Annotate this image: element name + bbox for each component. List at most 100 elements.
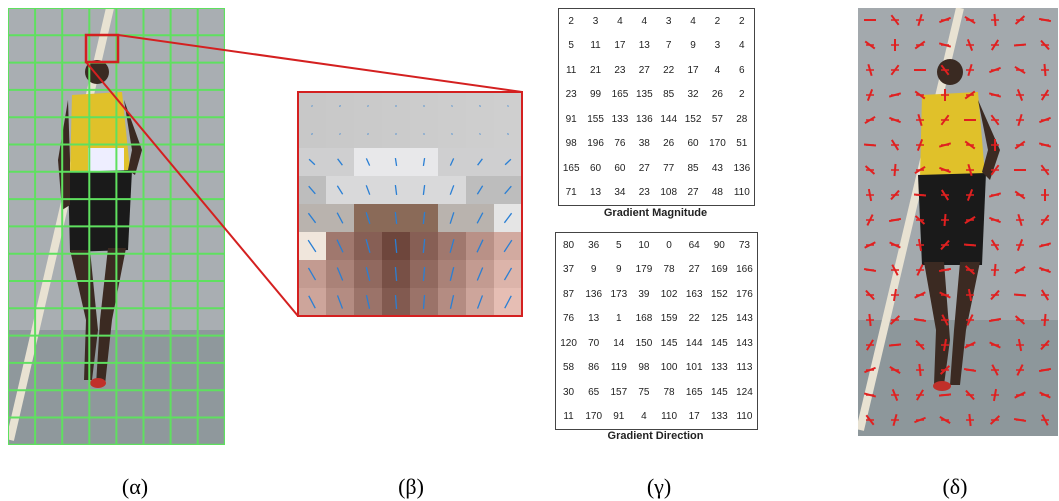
table-cell: 102 bbox=[657, 282, 682, 307]
table-cell: 3 bbox=[657, 9, 681, 34]
table-cell: 27 bbox=[681, 181, 705, 206]
table-cell: 27 bbox=[682, 258, 707, 283]
table-cell: 2 bbox=[705, 9, 729, 34]
table-cell: 145 bbox=[707, 331, 732, 356]
table-cell: 4 bbox=[631, 405, 656, 430]
table-cell: 152 bbox=[681, 107, 705, 132]
table-cell: 170 bbox=[581, 405, 606, 430]
table-cell: 58 bbox=[556, 356, 581, 381]
table-cell: 4 bbox=[632, 9, 656, 34]
table-cell: 120 bbox=[556, 331, 581, 356]
table-cell: 98 bbox=[631, 356, 656, 381]
table-cell: 17 bbox=[682, 405, 707, 430]
gradient-arrow bbox=[508, 134, 509, 135]
magnitude-caption: Gradient Magnitude bbox=[558, 207, 753, 219]
table-cell: 136 bbox=[730, 156, 754, 181]
table-cell: 133 bbox=[608, 107, 632, 132]
table-cell: 43 bbox=[705, 156, 729, 181]
table-cell: 157 bbox=[606, 380, 631, 405]
table-cell: 22 bbox=[657, 58, 681, 83]
table-row: 23443422 bbox=[559, 9, 754, 34]
table-cell: 113 bbox=[732, 356, 757, 381]
table-cell: 98 bbox=[559, 132, 583, 157]
table-cell: 125 bbox=[707, 307, 732, 332]
table-cell: 152 bbox=[707, 282, 732, 307]
table-cell: 143 bbox=[732, 307, 757, 332]
table-cell: 3 bbox=[583, 9, 607, 34]
table-cell: 22 bbox=[682, 307, 707, 332]
magnitude-table: 2344342251117137934112123272217462399165… bbox=[558, 8, 755, 206]
table-row: 1207014150145144145143 bbox=[556, 331, 757, 356]
gradient-arrow bbox=[480, 134, 481, 135]
table-cell: 1 bbox=[606, 307, 631, 332]
table-cell: 110 bbox=[732, 405, 757, 430]
figure-graphics bbox=[0, 0, 1059, 501]
table-row: 51117137934 bbox=[559, 34, 754, 59]
table-cell: 9 bbox=[581, 258, 606, 283]
table-cell: 3 bbox=[705, 34, 729, 59]
table-cell: 76 bbox=[608, 132, 632, 157]
table-cell: 11 bbox=[583, 34, 607, 59]
table-cell: 124 bbox=[732, 380, 757, 405]
table-cell: 7 bbox=[657, 34, 681, 59]
table-cell: 71 bbox=[559, 181, 583, 206]
table-cell: 23 bbox=[632, 181, 656, 206]
gradient-arrow bbox=[480, 106, 481, 107]
table-cell: 10 bbox=[631, 233, 656, 258]
table-cell: 21 bbox=[583, 58, 607, 83]
table-cell: 168 bbox=[631, 307, 656, 332]
table-cell: 9 bbox=[681, 34, 705, 59]
table-row: 11212327221746 bbox=[559, 58, 754, 83]
table-cell: 159 bbox=[657, 307, 682, 332]
table-cell: 78 bbox=[657, 258, 682, 283]
table-cell: 28 bbox=[730, 107, 754, 132]
table-cell: 165 bbox=[559, 156, 583, 181]
panel-label: (δ) bbox=[942, 474, 967, 500]
table-cell: 144 bbox=[682, 331, 707, 356]
table-cell: 110 bbox=[730, 181, 754, 206]
table-cell: 136 bbox=[632, 107, 656, 132]
table-cell: 91 bbox=[559, 107, 583, 132]
gradient-arrow bbox=[340, 134, 341, 135]
table-cell: 176 bbox=[732, 282, 757, 307]
table-cell: 144 bbox=[657, 107, 681, 132]
table-cell: 77 bbox=[657, 156, 681, 181]
table-cell: 4 bbox=[730, 34, 754, 59]
table-cell: 155 bbox=[583, 107, 607, 132]
table-cell: 87 bbox=[556, 282, 581, 307]
table-cell: 13 bbox=[583, 181, 607, 206]
table-cell: 4 bbox=[681, 9, 705, 34]
table-cell: 108 bbox=[657, 181, 681, 206]
table-cell: 80 bbox=[556, 233, 581, 258]
panel-label: (γ) bbox=[647, 474, 671, 500]
table-cell: 11 bbox=[559, 58, 583, 83]
table-cell: 57 bbox=[705, 107, 729, 132]
table-cell: 6 bbox=[730, 58, 754, 83]
table-cell: 2 bbox=[559, 9, 583, 34]
table-cell: 13 bbox=[632, 34, 656, 59]
table-cell: 65 bbox=[581, 380, 606, 405]
table-cell: 60 bbox=[608, 156, 632, 181]
table-cell: 145 bbox=[707, 380, 732, 405]
table-cell: 9 bbox=[606, 258, 631, 283]
table-cell: 150 bbox=[631, 331, 656, 356]
table-cell: 119 bbox=[606, 356, 631, 381]
table-cell: 165 bbox=[608, 83, 632, 108]
gradient-arrow bbox=[312, 134, 313, 135]
table-cell: 179 bbox=[631, 258, 656, 283]
table-cell: 32 bbox=[681, 83, 705, 108]
table-cell: 173 bbox=[606, 282, 631, 307]
table-cell: 133 bbox=[707, 356, 732, 381]
table-cell: 14 bbox=[606, 331, 631, 356]
table-cell: 37 bbox=[556, 258, 581, 283]
table-cell: 133 bbox=[707, 405, 732, 430]
table-cell: 48 bbox=[705, 181, 729, 206]
gradient-arrow bbox=[340, 106, 341, 107]
table-cell: 64 bbox=[682, 233, 707, 258]
table-cell: 26 bbox=[705, 83, 729, 108]
